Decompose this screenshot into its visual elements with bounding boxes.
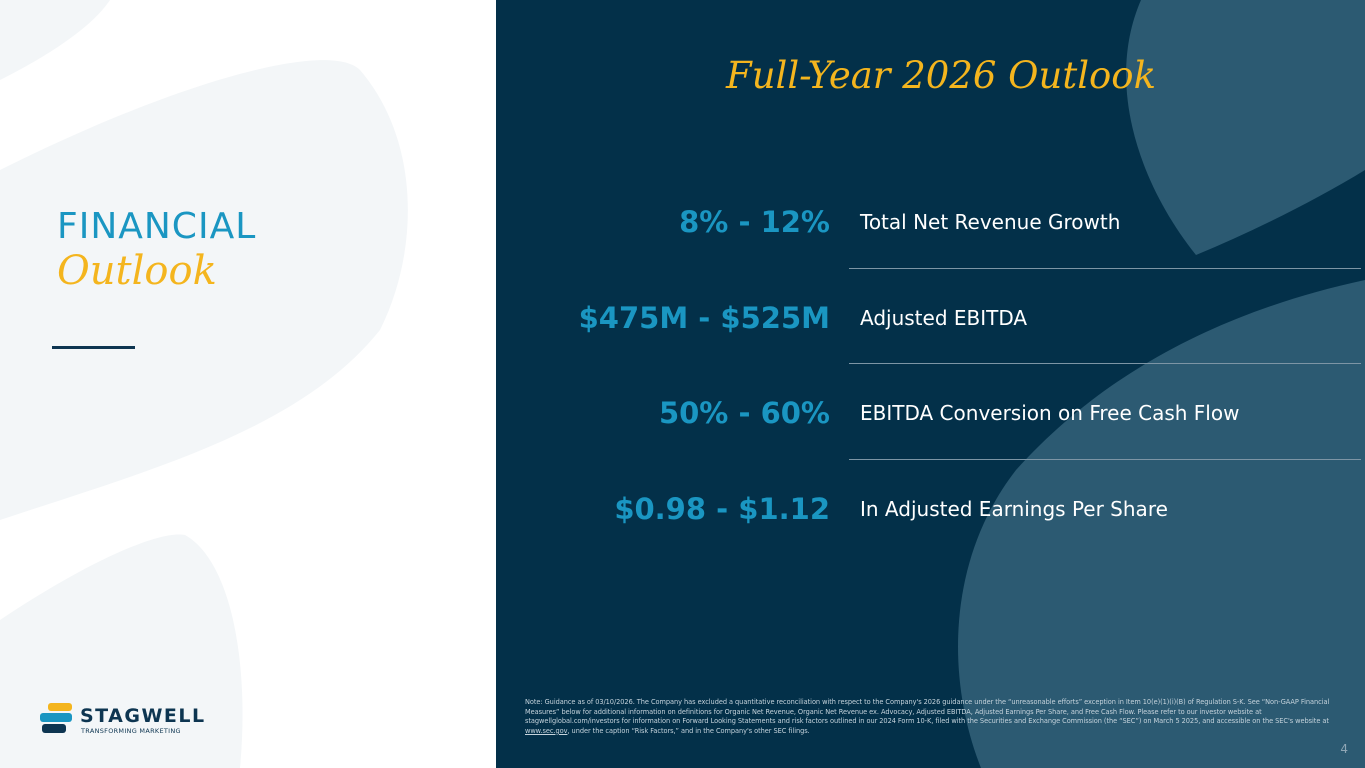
metric-row-revenue-growth: 8% - 12% Total Net Revenue Growth	[496, 197, 1365, 247]
metric-label: Total Net Revenue Growth	[860, 210, 1121, 234]
footnote-text-end: , under the caption “Risk Factors,” and …	[567, 726, 810, 735]
section-title: FINANCIAL Outlook	[57, 206, 256, 294]
outlook-heading: Full-Year 2026 Outlook	[726, 54, 1156, 97]
metric-value: 8% - 12%	[679, 205, 830, 239]
footnote-text: Note: Guidance as of 03/10/2026. The Com…	[525, 698, 1330, 726]
left-panel: FINANCIAL Outlook STAGWELL TRANSFORMING …	[0, 0, 496, 768]
logo-tagline: TRANSFORMING MARKETING	[81, 727, 181, 735]
page-number: 4	[1340, 742, 1348, 756]
sec-website-link[interactable]: www.sec.gov	[525, 726, 568, 735]
metric-label: In Adjusted Earnings Per Share	[860, 497, 1168, 521]
stagwell-logo: STAGWELL TRANSFORMING MARKETING	[40, 703, 210, 737]
metric-value: $475M - $525M	[578, 301, 830, 335]
guidance-footnote: Note: Guidance as of 03/10/2026. The Com…	[525, 698, 1345, 736]
row-divider	[849, 363, 1361, 364]
background-leaf-shape	[0, 0, 408, 768]
section-title-outlook: Outlook	[57, 248, 217, 294]
title-underline	[52, 346, 135, 349]
logo-wordmark: STAGWELL	[80, 705, 206, 727]
section-title-financial: FINANCIAL	[57, 206, 257, 247]
metric-row-adjusted-eps: $0.98 - $1.12 In Adjusted Earnings Per S…	[496, 484, 1365, 534]
stagwell-logo-mark-icon	[40, 703, 72, 733]
row-divider	[849, 459, 1361, 460]
right-panel: Full-Year 2026 Outlook 8% - 12% Total Ne…	[496, 0, 1365, 768]
metric-label: EBITDA Conversion on Free Cash Flow	[860, 401, 1240, 425]
background-leaf-shape	[958, 0, 1365, 768]
metric-row-adjusted-ebitda: $475M - $525M Adjusted EBITDA	[496, 293, 1365, 343]
metric-value: 50% - 60%	[658, 396, 830, 430]
metric-row-ebitda-conversion: 50% - 60% EBITDA Conversion on Free Cash…	[496, 388, 1365, 438]
metric-value: $0.98 - $1.12	[614, 492, 830, 526]
metric-label: Adjusted EBITDA	[860, 306, 1028, 330]
row-divider	[849, 268, 1361, 269]
